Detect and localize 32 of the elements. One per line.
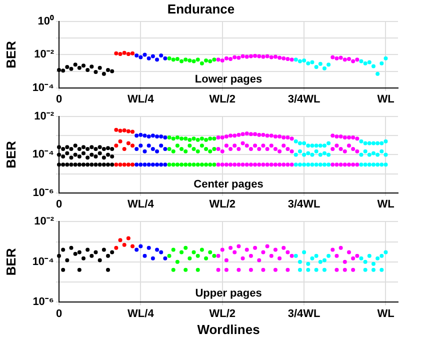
x-tick-label: 0	[56, 198, 62, 210]
x-tick-label: WL/2	[209, 93, 236, 106]
x-axis-title: Wordlines	[197, 322, 260, 337]
x-tick-label: WL/4	[128, 308, 155, 320]
y-tick-label: 10⁻⁴	[32, 148, 54, 161]
x-tick-label: WL	[377, 93, 395, 106]
y-axis-title: BER	[3, 248, 18, 276]
x-tick-label: 0	[56, 93, 62, 106]
y-axis-title: BER	[3, 40, 18, 68]
y-tick-label: 10⁻²	[34, 216, 54, 228]
x-tick-label: 3/4WL	[288, 93, 321, 106]
x-tick-label: WL/2	[209, 308, 236, 320]
y-tick-label: 10⁻⁴	[32, 82, 54, 94]
chart-title: Endurance	[167, 1, 235, 16]
y-tick-label: 10⁻⁶	[32, 296, 54, 308]
annotation: Upper pages	[195, 288, 262, 300]
y-tick-label: 10⁻²	[34, 48, 54, 61]
y-tick-label: 10⁰	[38, 14, 54, 28]
y-tick-label: 10⁻²	[34, 110, 54, 123]
annotation: Center pages	[194, 178, 264, 190]
y-tick-label: 10⁻⁶	[32, 186, 54, 199]
x-tick-label: WL/2	[209, 198, 236, 210]
y-axis-title: BER	[3, 140, 18, 168]
y-tick-label: 10⁻⁴	[32, 256, 54, 268]
x-tick-label: WL/4	[128, 198, 155, 210]
x-tick-label: 0	[56, 308, 62, 320]
annotation: Lower pages	[194, 73, 262, 86]
x-tick-label: WL	[377, 308, 395, 320]
x-tick-label: WL	[377, 198, 395, 210]
x-tick-label: 3/4WL	[288, 308, 321, 320]
x-tick-label: 3/4WL	[288, 198, 321, 210]
x-tick-label: WL/4	[128, 93, 155, 106]
